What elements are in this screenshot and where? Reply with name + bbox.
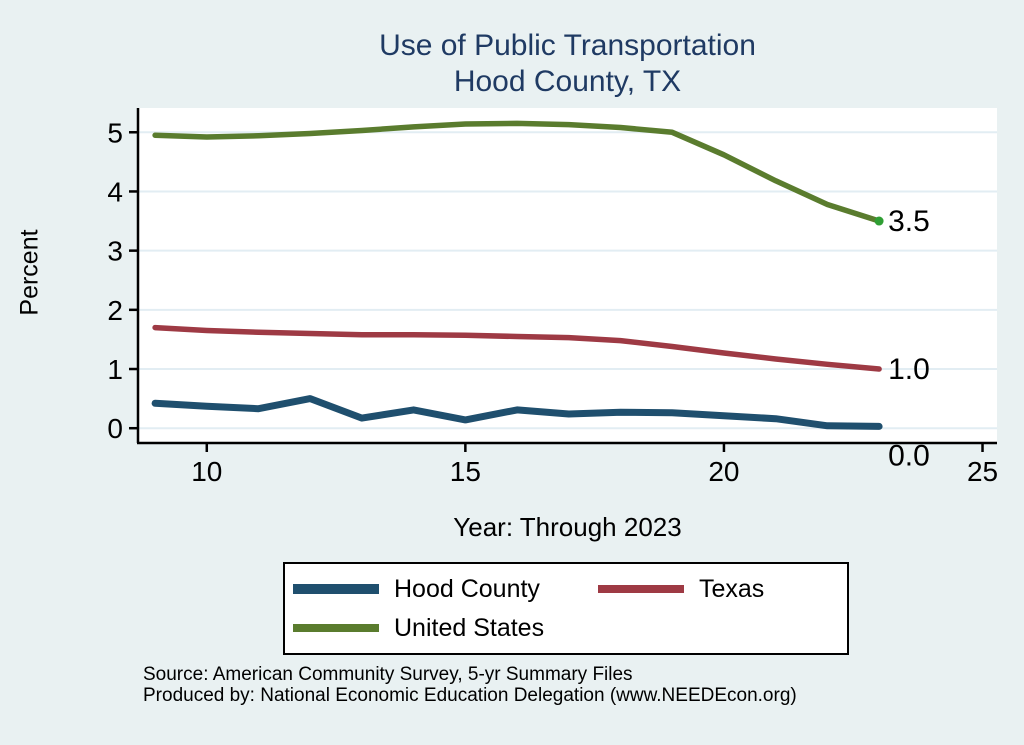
x-tick-label: 20: [708, 456, 739, 487]
legend-entry-united-states: United States: [293, 614, 598, 643]
x-tick-label: 25: [967, 456, 998, 487]
source-note: Source: American Community Survey, 5-yr …: [143, 664, 983, 706]
line-hood-county: [151, 395, 883, 430]
legend-entry-texas: Texas: [598, 575, 839, 604]
source-line1: Source: American Community Survey, 5-yr …: [143, 664, 633, 685]
legend-label-hood-county: Hood County: [394, 574, 540, 603]
y-tick-label: 5: [107, 117, 123, 148]
source-line2: Produced by: National Economic Education…: [143, 685, 797, 706]
legend-label-texas: Texas: [699, 574, 765, 603]
chart-title: Use of Public Transportation Hood County…: [138, 28, 997, 100]
legend-entry-hood-county: Hood County: [293, 575, 598, 604]
end-label-hood-county: 0.0: [888, 439, 930, 472]
end-label-texas: 1.0: [888, 353, 930, 386]
end-label-united-states: 3.5: [888, 205, 930, 238]
x-axis-caption: Year: Through 2023: [453, 512, 682, 542]
y-tick-label: 0: [107, 413, 123, 444]
end-marker-united-states: [874, 216, 884, 226]
legend-swatch-texas: [598, 585, 684, 593]
y-tick-label: 3: [107, 236, 123, 267]
y-tick-label: 1: [107, 354, 123, 385]
chart-title-line2: Hood County, TX: [453, 65, 682, 98]
legend-swatch-united-states: [293, 624, 379, 632]
legend: Hood County Texas United States: [283, 562, 849, 655]
x-tick-label: 10: [191, 456, 222, 487]
x-tick-label: 15: [450, 456, 481, 487]
line-texas: [152, 324, 882, 372]
line-united-states: [152, 120, 882, 224]
legend-label-united-states: United States: [394, 613, 545, 642]
chart-title-line1: Use of Public Transportation: [379, 29, 756, 62]
y-tick-label: 4: [107, 176, 123, 207]
y-tick-label: 2: [107, 295, 123, 326]
plot-background: [138, 108, 997, 443]
legend-swatch-hood-county: [293, 584, 379, 594]
